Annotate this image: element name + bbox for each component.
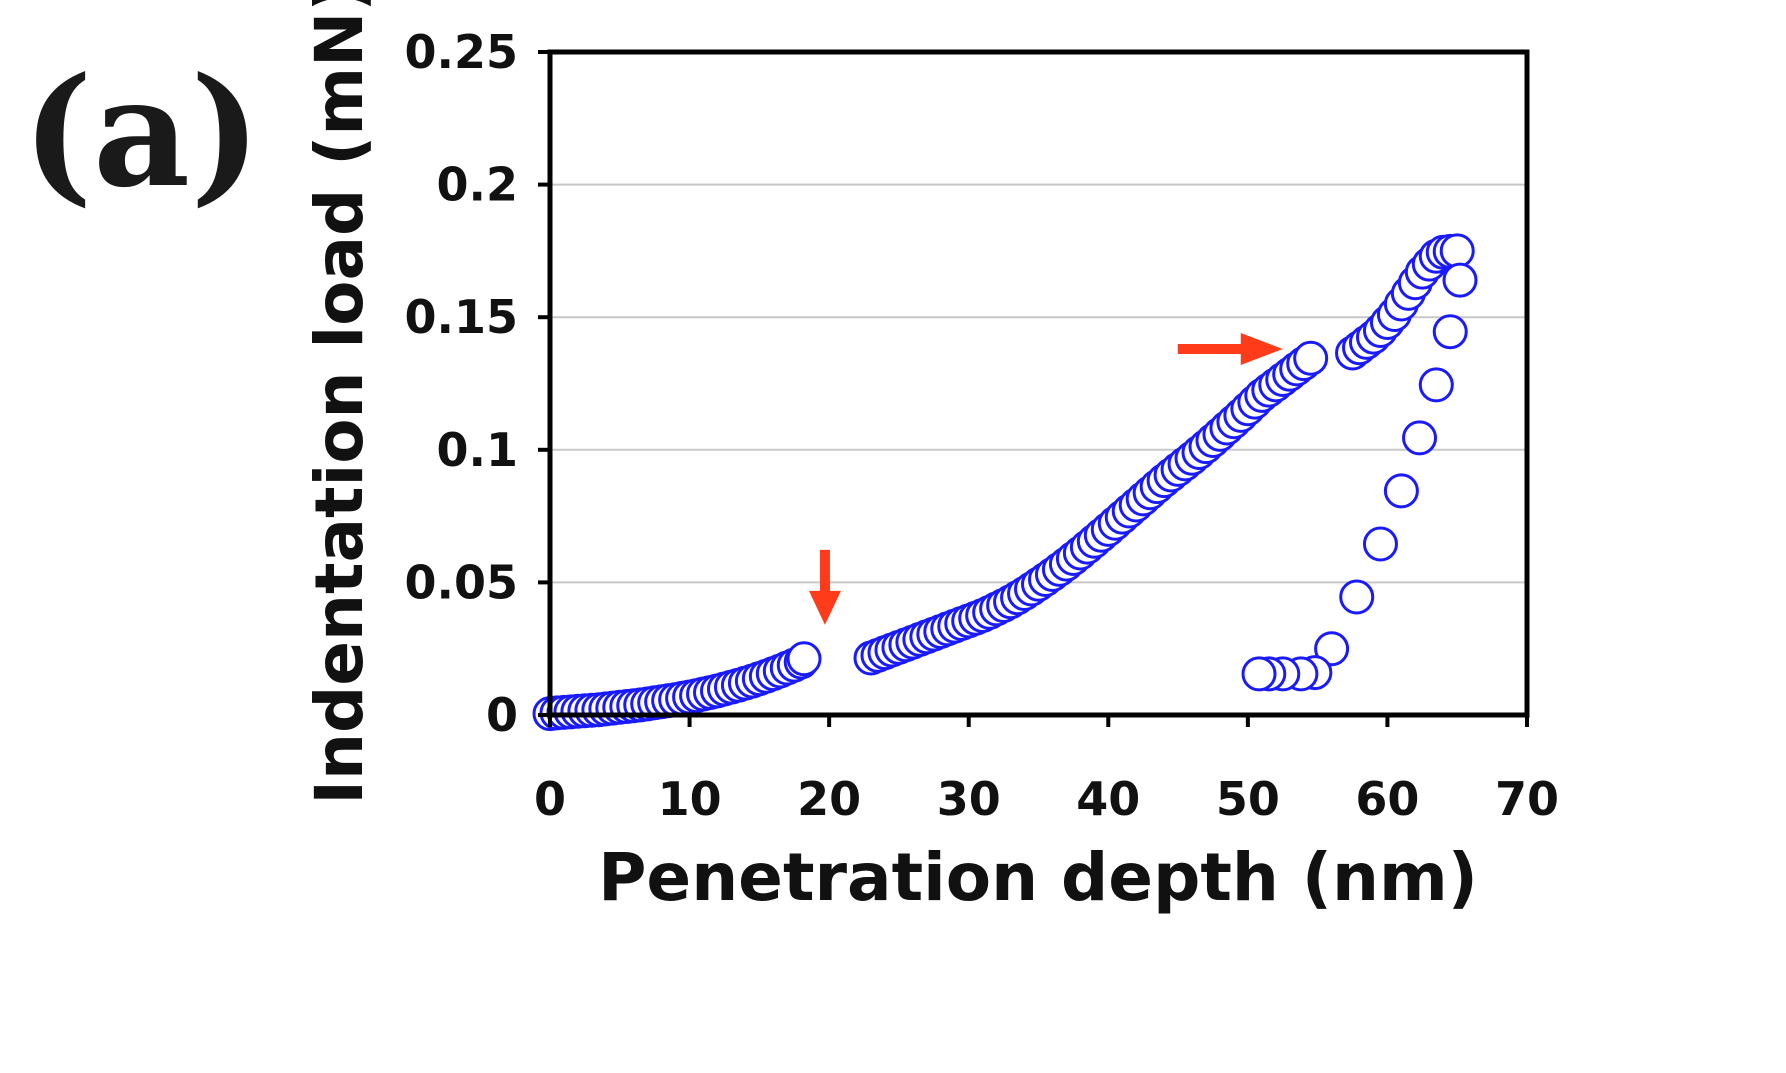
x-tick-label: 10 bbox=[658, 772, 722, 826]
unloading-point bbox=[1383, 473, 1419, 509]
x-tick-label: 60 bbox=[1355, 772, 1419, 826]
unloading-point bbox=[1402, 420, 1438, 456]
y-axis-label: Indentation load (mN) bbox=[301, 0, 378, 805]
x-tick-label: 0 bbox=[534, 772, 566, 826]
unloading-point bbox=[1362, 526, 1398, 562]
y-tick-label: 0 bbox=[486, 688, 518, 742]
x-tick-label: 40 bbox=[1076, 772, 1140, 826]
loading-point bbox=[1293, 340, 1329, 376]
loading-point bbox=[1439, 233, 1475, 269]
x-tick-label: 50 bbox=[1216, 772, 1280, 826]
y-tick-label: 0.25 bbox=[405, 25, 519, 79]
unloading-point bbox=[1442, 262, 1478, 298]
unloading-point bbox=[1241, 656, 1277, 692]
annotations bbox=[808, 333, 1283, 625]
unloading-point bbox=[1432, 314, 1468, 350]
y-tick-label: 0.1 bbox=[437, 423, 519, 477]
arrow-right-icon bbox=[1177, 333, 1283, 366]
y-tick-label: 0.2 bbox=[437, 158, 519, 212]
arrow-down-icon bbox=[808, 549, 841, 625]
plot-frame bbox=[547, 49, 1530, 718]
x-axis-label: Penetration depth (nm) bbox=[598, 839, 1478, 916]
grid-lines bbox=[550, 183, 1527, 584]
x-tick-label: 70 bbox=[1495, 772, 1559, 826]
unloading-point bbox=[1418, 367, 1454, 403]
x-axis: 0 10 20 30 40 50 60 70 bbox=[534, 715, 1559, 826]
x-tick-label: 20 bbox=[797, 772, 861, 826]
y-tick-label: 0.15 bbox=[405, 290, 519, 344]
data-points bbox=[532, 233, 1478, 732]
unloading-point bbox=[1314, 631, 1350, 667]
y-tick-label: 0.05 bbox=[405, 555, 519, 609]
x-tick-label: 30 bbox=[937, 772, 1001, 826]
panel-label: (a) bbox=[22, 45, 261, 221]
loading-point bbox=[786, 641, 822, 677]
y-axis: 0 0.05 0.1 0.15 0.2 0.25 bbox=[405, 25, 550, 742]
unloading-point bbox=[1339, 579, 1375, 615]
